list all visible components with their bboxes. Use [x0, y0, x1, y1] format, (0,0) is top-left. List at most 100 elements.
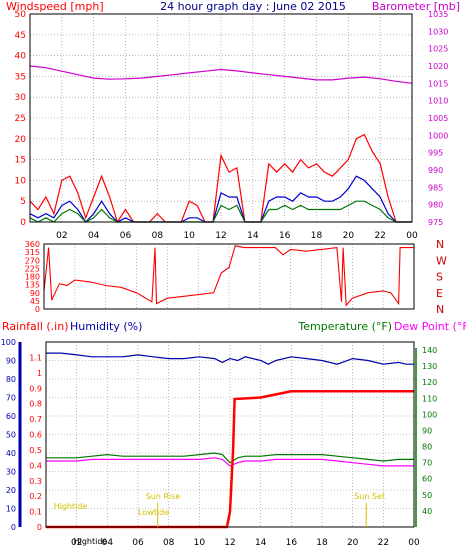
direction-compass-label: S — [436, 271, 443, 284]
series-humidity — [46, 352, 414, 365]
wind-panel-x-tick-label: 12 — [215, 231, 226, 241]
direction-y-tick-label: 135 — [25, 281, 40, 290]
humidity-y-tick-label: 30 — [6, 468, 16, 477]
wind-panel-x-tick-label: 20 — [343, 231, 355, 241]
temp-panel-frame — [45, 341, 415, 528]
rain-y-tick-label: 1.1 — [29, 353, 42, 362]
direction-compass-label: W — [436, 254, 447, 267]
rain-y-tick-label: 0.8 — [29, 400, 42, 409]
rain-y-tick-label: 0.2 — [29, 492, 42, 501]
rain-y-tick-label: 0.6 — [29, 431, 42, 440]
baro-y-tick-label: 985 — [428, 183, 443, 192]
direction-y-tick-label: 90 — [30, 289, 40, 298]
baro-y-tick-label: 1035 — [428, 10, 448, 19]
temp-panel-x-tick-label: 18 — [316, 538, 328, 548]
rain-y-tick-label: 0.7 — [29, 415, 42, 424]
humidity-y-tick-label: 100 — [1, 338, 16, 347]
baro-y-tick-label: 1030 — [428, 27, 448, 36]
temp-panel-x-tick-label: 10 — [194, 538, 206, 548]
temperature-y-tick-label: 130 — [422, 362, 437, 371]
wind-panel-x-tick-label: 08 — [152, 231, 164, 241]
direction-compass-label: E — [436, 287, 443, 300]
temp-panel-x-tick-label: 22 — [378, 538, 389, 548]
humidity-axis-label: Humidity (%) — [70, 320, 142, 333]
series-wind-direction — [43, 245, 414, 307]
baro-y-tick-label: 990 — [428, 166, 443, 175]
temperature-axis-label: Temperature (°F) — [297, 320, 392, 333]
wind-y-tick-label: 10 — [15, 176, 27, 186]
temp-panel-x-tick-label: 02 — [71, 538, 82, 548]
direction-y-tick-label: 315 — [25, 248, 40, 257]
annotation-sun-set: Sun Set — [354, 492, 385, 501]
temp-panel-x-tick-label: 14 — [255, 538, 267, 548]
axes-layer: 0510152025303540455097598098599099510001… — [1, 10, 449, 548]
humidity-y-tick-label: 60 — [6, 412, 16, 421]
temp-panel-x-tick-label: 12 — [224, 538, 235, 548]
temperature-y-tick-label: 40 — [422, 507, 432, 516]
baro-y-tick-label: 1025 — [428, 45, 448, 54]
series-dew_point — [46, 457, 414, 467]
humidity-y-tick-label: 20 — [6, 486, 16, 495]
rain-y-tick-label: 1 — [37, 369, 42, 378]
wind-y-tick-label: 40 — [15, 52, 27, 62]
rain-y-tick-label: 0.3 — [29, 477, 42, 486]
baro-y-tick-label: 1010 — [428, 97, 448, 106]
dewpoint-axis-label: Dew Point (°F) — [394, 320, 466, 333]
wind-panel-x-tick-label: 18 — [311, 231, 323, 241]
baro-y-tick-label: 1000 — [428, 131, 448, 140]
annotation-sun-rise: Sun Rise — [146, 492, 181, 501]
rain-y-tick-label: 0.4 — [29, 461, 42, 470]
temp-panel-x-tick-label: 06 — [132, 538, 144, 548]
temperature-y-tick-label: 110 — [422, 394, 437, 403]
wind-axis-label: Windspeed [mph] — [6, 0, 104, 13]
direction-compass-label: N — [436, 238, 444, 251]
wind-panel-x-tick-label: 02 — [56, 231, 67, 241]
wind-panel-x-tick-label: 14 — [247, 231, 259, 241]
humidity-y-tick-label: 50 — [6, 431, 16, 440]
series-temperature — [46, 452, 414, 464]
temperature-y-tick-label: 140 — [422, 346, 437, 355]
annotations-layer: Hightide Lowtide Sun Rise Sun Set Hightide — [54, 492, 385, 546]
wind-y-tick-label: 25 — [15, 114, 26, 124]
temperature-y-tick-label: 60 — [422, 475, 432, 484]
series-rainfall — [46, 390, 414, 529]
temp-panel-x-tick-label: 20 — [347, 538, 359, 548]
temp-panel-x-tick-label: 16 — [286, 538, 298, 548]
wind-panel-x-tick-label: 22 — [374, 231, 385, 241]
temperature-y-tick-label: 80 — [422, 443, 432, 452]
rain-y-tick-label: 0.9 — [29, 384, 42, 393]
wind-panel-x-tick-label: 10 — [183, 231, 195, 241]
rain-y-tick-label: 0.5 — [29, 446, 42, 455]
series-wind_avg — [29, 200, 412, 223]
annotation-hightide: Hightide — [74, 537, 108, 546]
wind-y-tick-label: 5 — [20, 197, 26, 207]
series-wind_speed — [29, 175, 412, 223]
wind-y-tick-label: 35 — [15, 72, 26, 82]
direction-y-tick-label: 180 — [25, 273, 40, 282]
annotation-hightide: Hightide — [54, 502, 88, 511]
wind-y-tick-label: 15 — [15, 156, 26, 166]
temp-panel-x-tick-label: 04 — [102, 538, 114, 548]
direction-y-tick-label: 270 — [25, 256, 40, 265]
humidity-y-tick-label: 70 — [6, 394, 16, 403]
direction-compass-label: N — [436, 303, 444, 316]
humidity-y-tick-label: 40 — [6, 449, 16, 458]
baro-y-tick-label: 1020 — [428, 62, 448, 71]
wind-y-tick-label: 45 — [15, 31, 26, 41]
wind-y-tick-label: 30 — [15, 93, 27, 103]
rain-y-tick-label: 0.1 — [29, 508, 42, 517]
wind-panel-x-tick-label: 06 — [120, 231, 132, 241]
wind-panel-x-tick-label: 04 — [88, 231, 100, 241]
baro-y-tick-label: 1015 — [428, 79, 448, 88]
temperature-y-tick-label: 100 — [422, 410, 437, 419]
baro-axis-label: Barometer [mb] — [372, 0, 460, 13]
baro-y-tick-label: 980 — [428, 201, 443, 210]
direction-y-tick-label: 225 — [25, 264, 40, 273]
temperature-y-tick-label: 90 — [422, 426, 432, 435]
wind-panel-x-tick-label: 16 — [279, 231, 291, 241]
wind-y-tick-label: 20 — [15, 135, 27, 145]
temperature-y-tick-label: 50 — [422, 491, 432, 500]
temperature-y-tick-label: 120 — [422, 378, 437, 387]
series-layer — [29, 65, 414, 529]
